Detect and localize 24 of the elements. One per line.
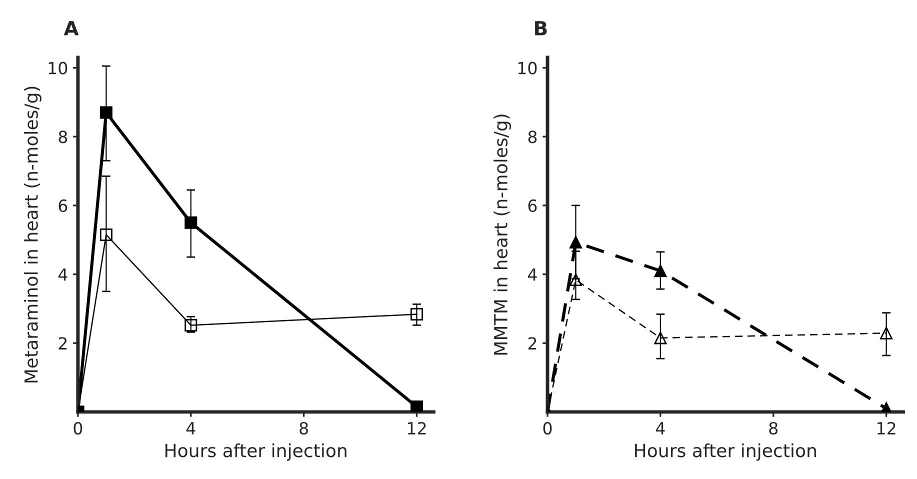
y-axis-title: MMTM in heart (n-moles/g) (494, 114, 512, 355)
y-tick-label: 8 (58, 130, 68, 144)
y-tick-label: 4 (58, 268, 68, 281)
x-tick-label: 12 (878, 422, 896, 434)
y-tick-label: 2 (58, 337, 67, 350)
x-axis-title: Hours after injection (635, 443, 816, 461)
x-tick-label: 8 (769, 422, 778, 435)
y-tick-label: 6 (58, 199, 68, 212)
y-axis-title: Metaraminol in heart (n-moles/g) (24, 86, 42, 382)
x-axis-title: Hours after injection (165, 443, 346, 461)
x-tick-label: 0 (74, 422, 82, 435)
chart-title: B (535, 21, 547, 36)
chart-title: A (64, 21, 79, 36)
y-tick-label: 8 (528, 130, 537, 144)
y-tick-label: 6 (528, 199, 537, 212)
x-tick-label: 0 (543, 422, 552, 435)
y-tick-label: 10 (518, 62, 537, 74)
x-tick-label: 4 (656, 422, 665, 434)
x-tick-label: 12 (408, 422, 426, 434)
y-tick-label: 4 (528, 268, 537, 281)
x-tick-label: 4 (186, 422, 196, 434)
y-tick-label: 2 (528, 337, 536, 350)
y-tick-label: 10 (48, 62, 68, 74)
x-tick-label: 8 (300, 422, 308, 435)
